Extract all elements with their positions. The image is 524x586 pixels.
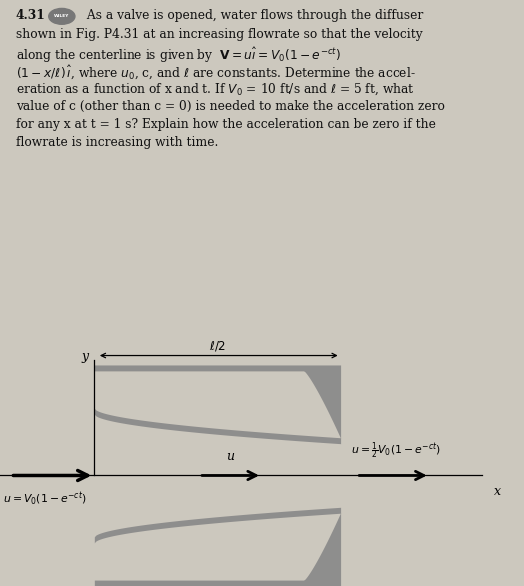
Text: $u = \frac{1}{2}V_0(1-e^{-ct})$: $u = \frac{1}{2}V_0(1-e^{-ct})$ xyxy=(351,441,441,462)
Text: along the centerline is given by  $\mathbf{V} = u\hat{\imath} = V_0(1 - e^{-ct}): along the centerline is given by $\mathb… xyxy=(16,46,341,64)
Text: x: x xyxy=(494,485,501,498)
Text: As a valve is opened, water flows through the diffuser: As a valve is opened, water flows throug… xyxy=(83,9,423,22)
Text: 4.31: 4.31 xyxy=(16,9,46,22)
Text: y: y xyxy=(82,350,89,363)
Text: WILEY: WILEY xyxy=(54,14,70,18)
Text: shown in Fig. P4.31 at an increasing flowrate so that the velocity: shown in Fig. P4.31 at an increasing flo… xyxy=(16,28,422,40)
Text: value of c (other than c = 0) is needed to make the acceleration zero: value of c (other than c = 0) is needed … xyxy=(16,100,444,113)
Text: u: u xyxy=(226,451,235,464)
Text: $(1 - x/\ell)\,\hat{\imath}$, where $u_0$, c, and $\ell$ are constants. Determin: $(1 - x/\ell)\,\hat{\imath}$, where $u_0… xyxy=(16,64,416,81)
Text: $u = V_0(1-e^{-ct})$: $u = V_0(1-e^{-ct})$ xyxy=(3,490,86,507)
Text: for any x at t = 1 s? Explain how the acceleration can be zero if the: for any x at t = 1 s? Explain how the ac… xyxy=(16,118,435,131)
Text: eration as a function of x and t. If $V_0$ = 10 ft/s and $\ell$ = 5 ft, what: eration as a function of x and t. If $V_… xyxy=(16,81,414,97)
Text: flowrate is increasing with time.: flowrate is increasing with time. xyxy=(16,136,218,149)
Text: $\ell/2$: $\ell/2$ xyxy=(209,339,226,353)
Circle shape xyxy=(49,8,75,24)
